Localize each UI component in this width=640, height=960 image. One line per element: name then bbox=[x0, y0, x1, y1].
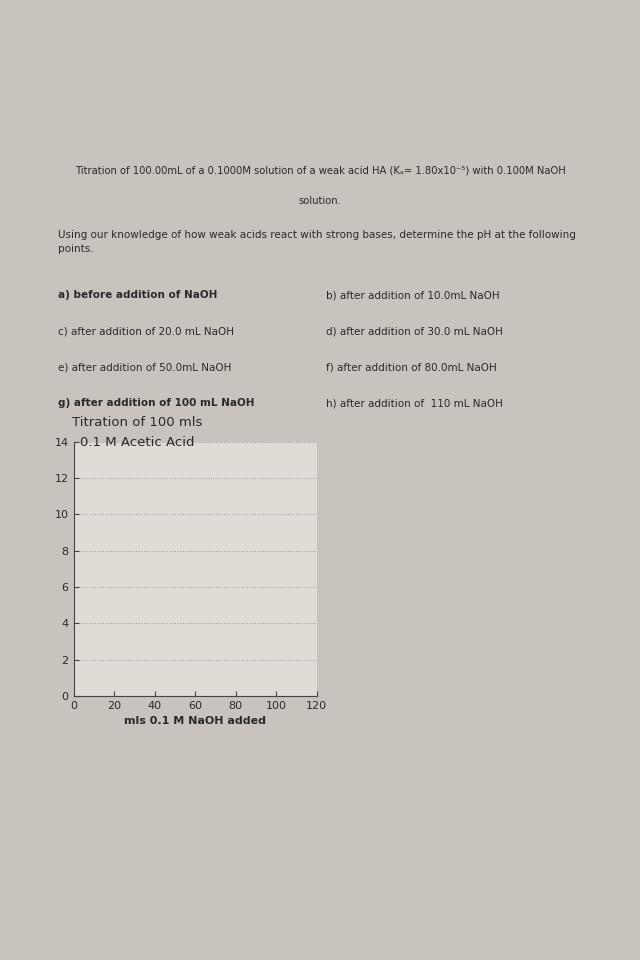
X-axis label: mls 0.1 M NaOH added: mls 0.1 M NaOH added bbox=[124, 716, 266, 727]
Text: g) after addition of 100 mL NaOH: g) after addition of 100 mL NaOH bbox=[58, 398, 254, 408]
Text: c) after addition of 20.0 mL NaOH: c) after addition of 20.0 mL NaOH bbox=[58, 326, 234, 336]
Text: Titration of 100 mls: Titration of 100 mls bbox=[72, 416, 203, 429]
Text: e) after addition of 50.0mL NaOH: e) after addition of 50.0mL NaOH bbox=[58, 362, 231, 372]
Text: a) before addition of NaOH: a) before addition of NaOH bbox=[58, 290, 217, 300]
Text: Titration of 100.00mL of a 0.1000M solution of a weak acid HA (Kₐ= 1.80x10⁻⁵) wi: Titration of 100.00mL of a 0.1000M solut… bbox=[75, 165, 565, 176]
Text: solution.: solution. bbox=[299, 196, 341, 205]
Text: f) after addition of 80.0mL NaOH: f) after addition of 80.0mL NaOH bbox=[326, 362, 497, 372]
Text: h) after addition of  110 mL NaOH: h) after addition of 110 mL NaOH bbox=[326, 398, 503, 408]
Text: 0.1 M Acetic Acid: 0.1 M Acetic Acid bbox=[81, 436, 195, 449]
Text: b) after addition of 10.0mL NaOH: b) after addition of 10.0mL NaOH bbox=[326, 290, 500, 300]
Text: Using our knowledge of how weak acids react with strong bases, determine the pH : Using our knowledge of how weak acids re… bbox=[58, 230, 575, 254]
Text: d) after addition of 30.0 mL NaOH: d) after addition of 30.0 mL NaOH bbox=[326, 326, 503, 336]
